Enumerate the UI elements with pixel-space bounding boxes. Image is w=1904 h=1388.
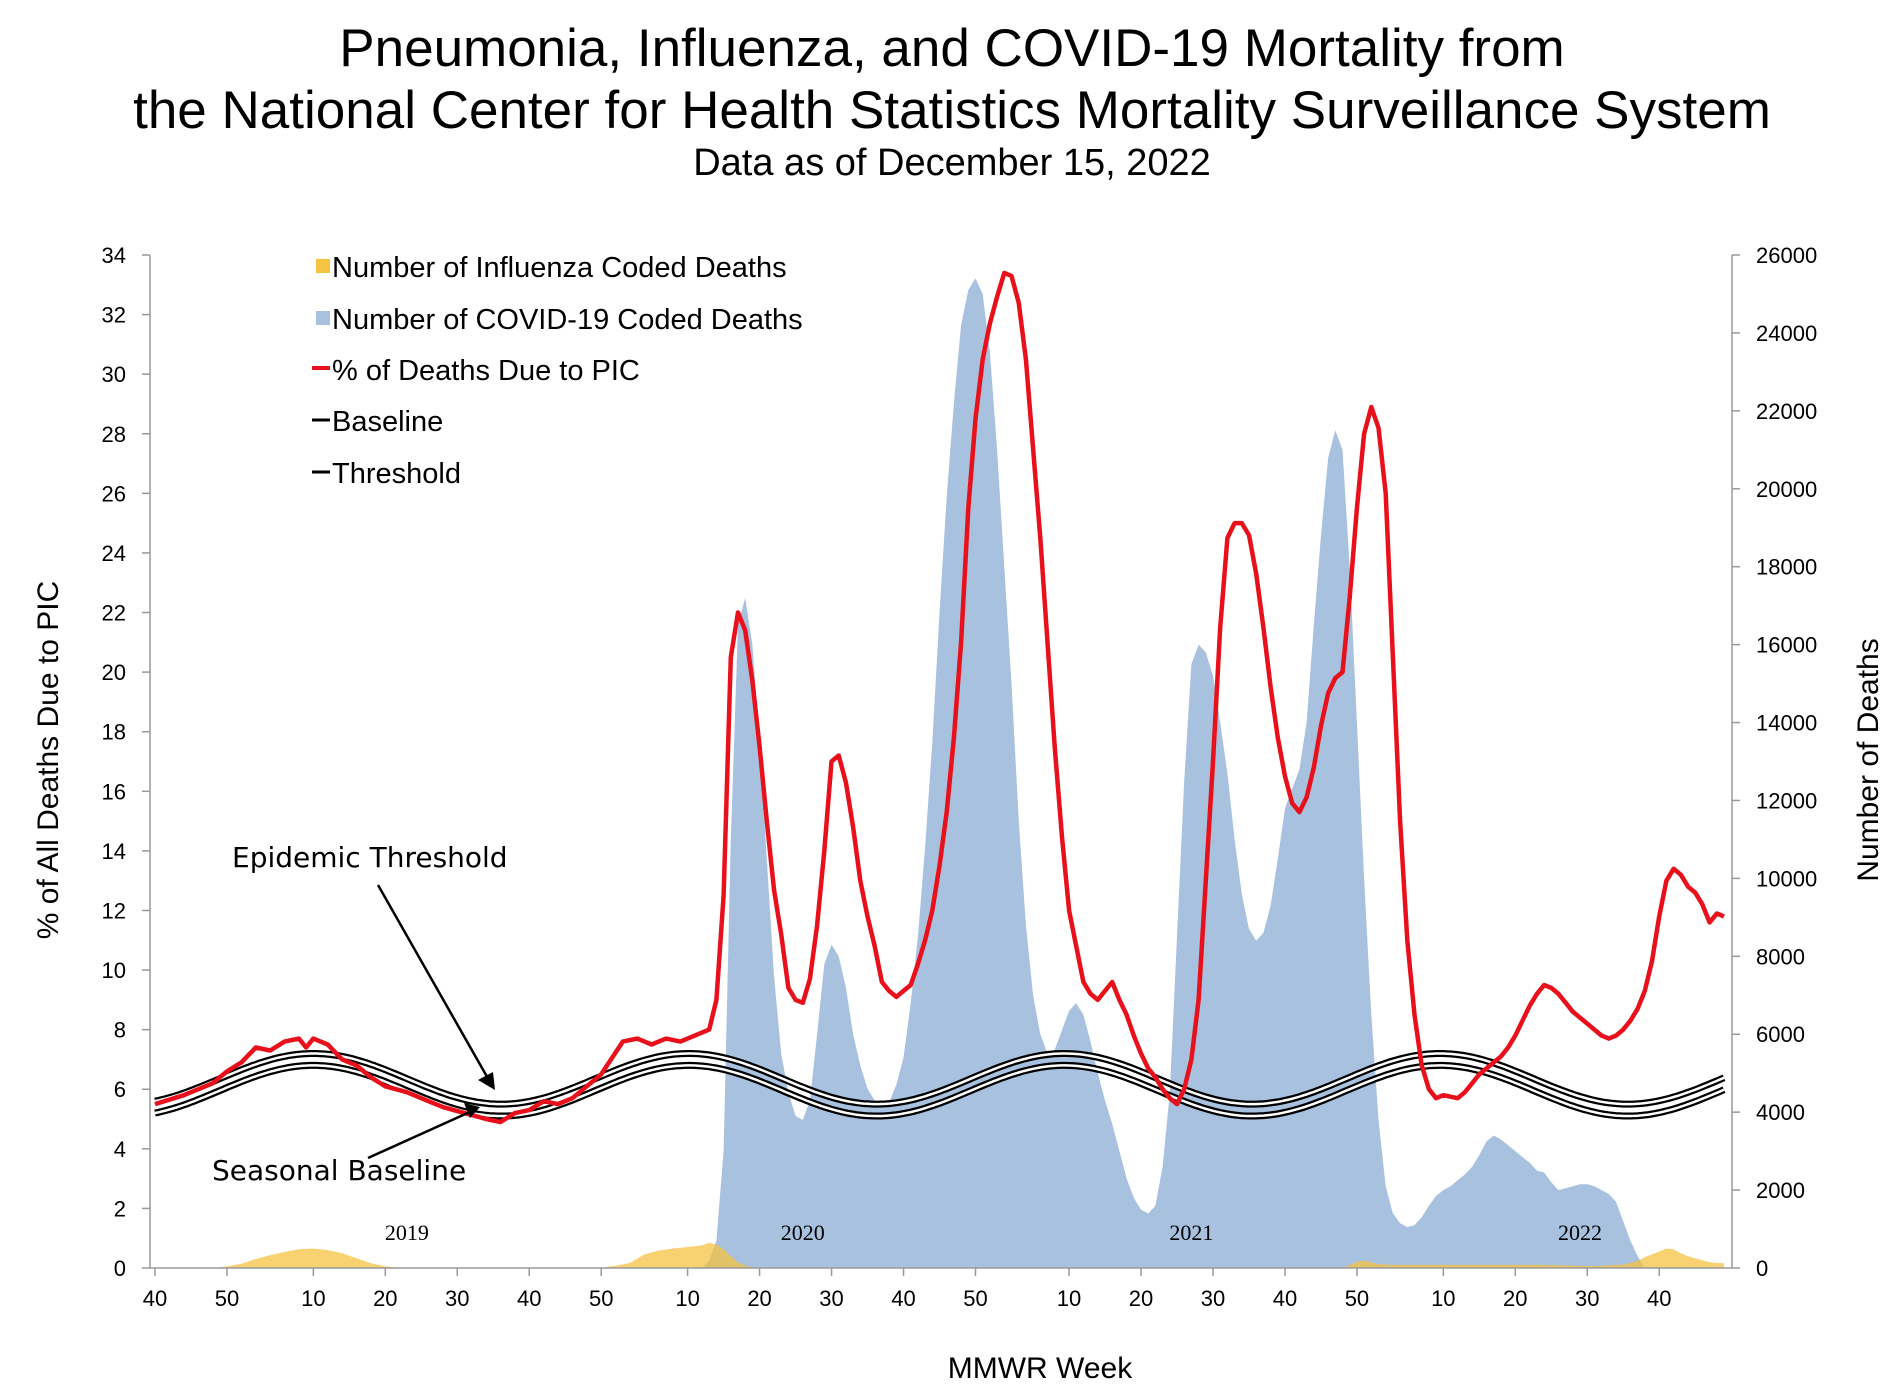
x-tick-label: 50 bbox=[1345, 1286, 1369, 1311]
left-tick-label: 22 bbox=[102, 601, 126, 626]
right-tick-label: 14000 bbox=[1756, 711, 1817, 736]
year-label: 2019 bbox=[385, 1220, 429, 1245]
x-tick-label: 20 bbox=[1503, 1286, 1527, 1311]
x-tick-label: 40 bbox=[143, 1286, 167, 1311]
x-tick-label: 10 bbox=[301, 1286, 325, 1311]
x-tick-label: 50 bbox=[589, 1286, 613, 1311]
legend-marker-covid bbox=[316, 311, 330, 325]
epidemic-threshold-arrow bbox=[376, 884, 492, 1083]
pic-line-layer bbox=[154, 270, 1725, 1125]
seasonal-baseline-label: Seasonal Baseline bbox=[212, 1154, 466, 1187]
left-tick-label: 6 bbox=[114, 1077, 126, 1102]
x-tick-label: 40 bbox=[1647, 1286, 1671, 1311]
left-tick-label: 18 bbox=[102, 720, 126, 745]
legend-marker-influenza bbox=[316, 259, 330, 273]
legend-label-baseline: Baseline bbox=[332, 406, 443, 438]
covid-deaths-area bbox=[155, 278, 1724, 1268]
year-label: 2022 bbox=[1558, 1220, 1602, 1245]
legend-label-pic: % of Deaths Due to PIC bbox=[332, 355, 640, 387]
left-tick-label: 2 bbox=[114, 1196, 126, 1221]
right-tick-label: 8000 bbox=[1756, 944, 1805, 969]
left-tick-label: 34 bbox=[102, 243, 126, 268]
x-tick-label: 30 bbox=[819, 1286, 843, 1311]
right-tick-label: 4000 bbox=[1756, 1100, 1805, 1125]
x-tick-label: 20 bbox=[747, 1286, 771, 1311]
x-tick-label: 50 bbox=[963, 1286, 987, 1311]
x-tick-label: 40 bbox=[517, 1286, 541, 1311]
influenza-deaths-area bbox=[155, 1242, 1724, 1268]
left-tick-label: 32 bbox=[102, 303, 126, 328]
left-tick-label: 8 bbox=[114, 1018, 126, 1043]
legend: Number of Influenza Coded Deaths Number … bbox=[312, 252, 803, 490]
left-tick-label: 10 bbox=[102, 958, 126, 983]
epidemic-threshold-label: Epidemic Threshold bbox=[232, 841, 508, 874]
covid-area-layer bbox=[155, 278, 1724, 1268]
right-tick-label: 12000 bbox=[1756, 788, 1817, 813]
pic-percent-line bbox=[154, 270, 1725, 1125]
x-tick-label: 40 bbox=[1273, 1286, 1297, 1311]
legend-label-influenza: Number of Influenza Coded Deaths bbox=[332, 252, 787, 284]
chart-subtitle: Data as of December 15, 2022 bbox=[693, 142, 1211, 184]
x-tick-label: 30 bbox=[1575, 1286, 1599, 1311]
x-tick-label: 50 bbox=[215, 1286, 239, 1311]
year-label: 2021 bbox=[1169, 1220, 1213, 1245]
right-tick-label: 0 bbox=[1756, 1256, 1768, 1281]
right-axis-title: Number of Deaths bbox=[1852, 638, 1885, 881]
left-tick-label: 20 bbox=[102, 660, 126, 685]
left-tick-label: 4 bbox=[114, 1137, 126, 1162]
influenza-area-layer bbox=[155, 1242, 1724, 1268]
left-tick-label: 24 bbox=[102, 541, 126, 566]
legend-label-covid: Number of COVID-19 Coded Deaths bbox=[332, 304, 803, 336]
x-tick-label: 10 bbox=[1431, 1286, 1455, 1311]
right-tick-label: 18000 bbox=[1756, 555, 1817, 580]
threshold-line-inner bbox=[154, 1052, 1725, 1106]
x-axis-ticks: 40 50 10 20 30 40 50 10 20 30 40 50 10 20 30 40 50 10 20 30… bbox=[143, 1268, 1671, 1311]
right-tick-label: 20000 bbox=[1756, 477, 1817, 502]
x-tick-label: 10 bbox=[675, 1286, 699, 1311]
seasonal-baseline-arrowhead bbox=[464, 1103, 480, 1118]
axes bbox=[149, 255, 1733, 1269]
left-tick-label: 30 bbox=[102, 362, 126, 387]
left-tick-label: 14 bbox=[102, 839, 126, 864]
seasonal-baseline-arrow bbox=[367, 1109, 473, 1160]
left-tick-label: 0 bbox=[114, 1256, 126, 1281]
x-axis-title: MMWR Week bbox=[948, 1352, 1133, 1385]
x-tick-label: 30 bbox=[1201, 1286, 1225, 1311]
left-axis-title: % of All Deaths Due to PIC bbox=[32, 581, 65, 940]
right-tick-label: 24000 bbox=[1756, 321, 1817, 346]
right-tick-label: 10000 bbox=[1756, 866, 1817, 891]
right-tick-label: 6000 bbox=[1756, 1022, 1805, 1047]
left-tick-label: 28 bbox=[102, 422, 126, 447]
left-tick-label: 12 bbox=[102, 898, 126, 923]
right-tick-label: 22000 bbox=[1756, 399, 1817, 424]
right-tick-label: 2000 bbox=[1756, 1178, 1805, 1203]
year-label: 2020 bbox=[781, 1220, 825, 1245]
x-tick-label: 30 bbox=[445, 1286, 469, 1311]
legend-label-threshold: Threshold bbox=[332, 458, 461, 490]
chart-title-line2: the National Center for Health Statistic… bbox=[133, 81, 1771, 140]
x-tick-label: 10 bbox=[1057, 1286, 1081, 1311]
annotations: Epidemic Threshold Seasonal Baseline bbox=[212, 841, 508, 1187]
right-axis-ticks: 0 2000 4000 6000 8000 10000 12000 14000 16000 180… bbox=[1732, 243, 1817, 1281]
right-tick-label: 26000 bbox=[1756, 243, 1817, 268]
x-tick-label: 20 bbox=[373, 1286, 397, 1311]
left-tick-label: 26 bbox=[102, 481, 126, 506]
chart-title-line1: Pneumonia, Influenza, and COVID-19 Morta… bbox=[339, 19, 1564, 78]
x-tick-label: 40 bbox=[891, 1286, 915, 1311]
year-labels: 2019 2020 2021 2022 bbox=[385, 1220, 1602, 1245]
x-tick-label: 20 bbox=[1129, 1286, 1153, 1311]
right-tick-label: 16000 bbox=[1756, 633, 1817, 658]
left-tick-label: 16 bbox=[102, 779, 126, 804]
epidemic-threshold-arrowhead bbox=[478, 1072, 495, 1090]
